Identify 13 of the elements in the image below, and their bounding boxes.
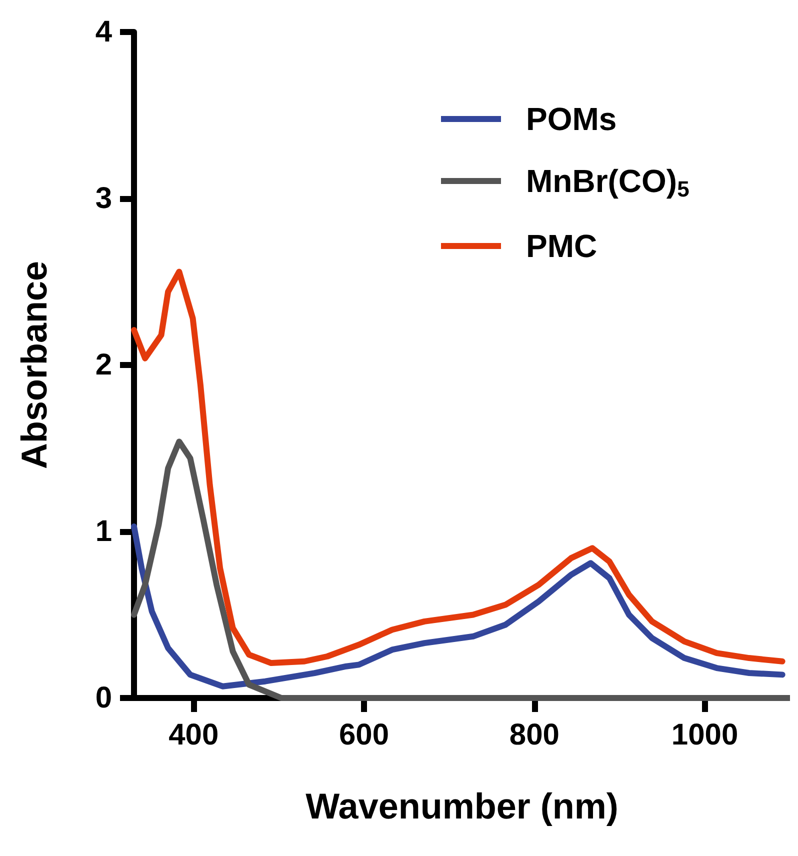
x-tick-label: 600 [338, 718, 390, 752]
x-tick-label: 1000 [671, 718, 738, 752]
y-tick-label: 3 [95, 182, 112, 215]
y-tick-label: 1 [95, 515, 112, 548]
x-axis-title: Wavenumber (nm) [306, 786, 618, 826]
y-tick-label: 2 [95, 348, 112, 382]
legend-label: POMs [526, 101, 617, 137]
y-tick-label: 0 [95, 682, 112, 714]
legend-label: PMC [526, 228, 598, 264]
y-tick-label: 4 [95, 16, 112, 48]
x-tick-label: 800 [509, 718, 560, 752]
y-axis-title: Absorbance [14, 260, 54, 470]
x-tick-label: 400 [168, 718, 219, 752]
